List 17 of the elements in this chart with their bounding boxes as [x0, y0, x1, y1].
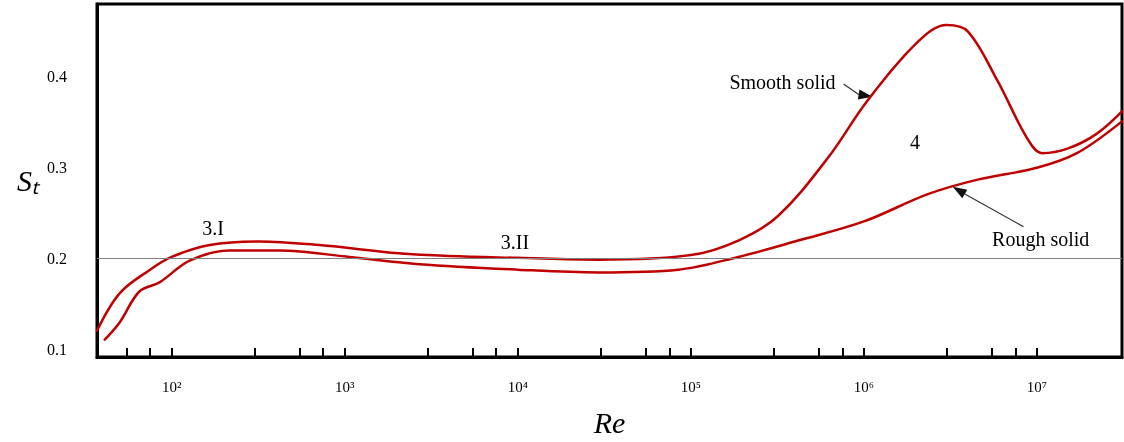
annotation: 3.I: [202, 217, 224, 239]
x-tick-label: 10⁶: [853, 378, 875, 395]
x-axis-title: Re: [592, 405, 626, 439]
x-tick-label: 10³: [335, 378, 356, 395]
annotation: 4: [910, 131, 920, 153]
y-axis-title: Sₜ: [17, 164, 41, 197]
x-tick-label: 10⁴: [507, 378, 528, 395]
y-tick-label: 0.1: [47, 341, 67, 359]
y-tick-label: 0.4: [47, 68, 67, 86]
annotation: Smooth solid: [729, 70, 836, 93]
annotation: 3.II: [500, 231, 530, 253]
x-tick-label: 10⁷: [1026, 378, 1048, 395]
x-tick-label: 10²: [161, 378, 182, 395]
x-tick-label: 10⁵: [680, 378, 701, 395]
annotation: Rough solid: [992, 227, 1090, 251]
y-tick-label: 0.2: [47, 250, 67, 268]
y-tick-label: 0.3: [47, 159, 67, 177]
